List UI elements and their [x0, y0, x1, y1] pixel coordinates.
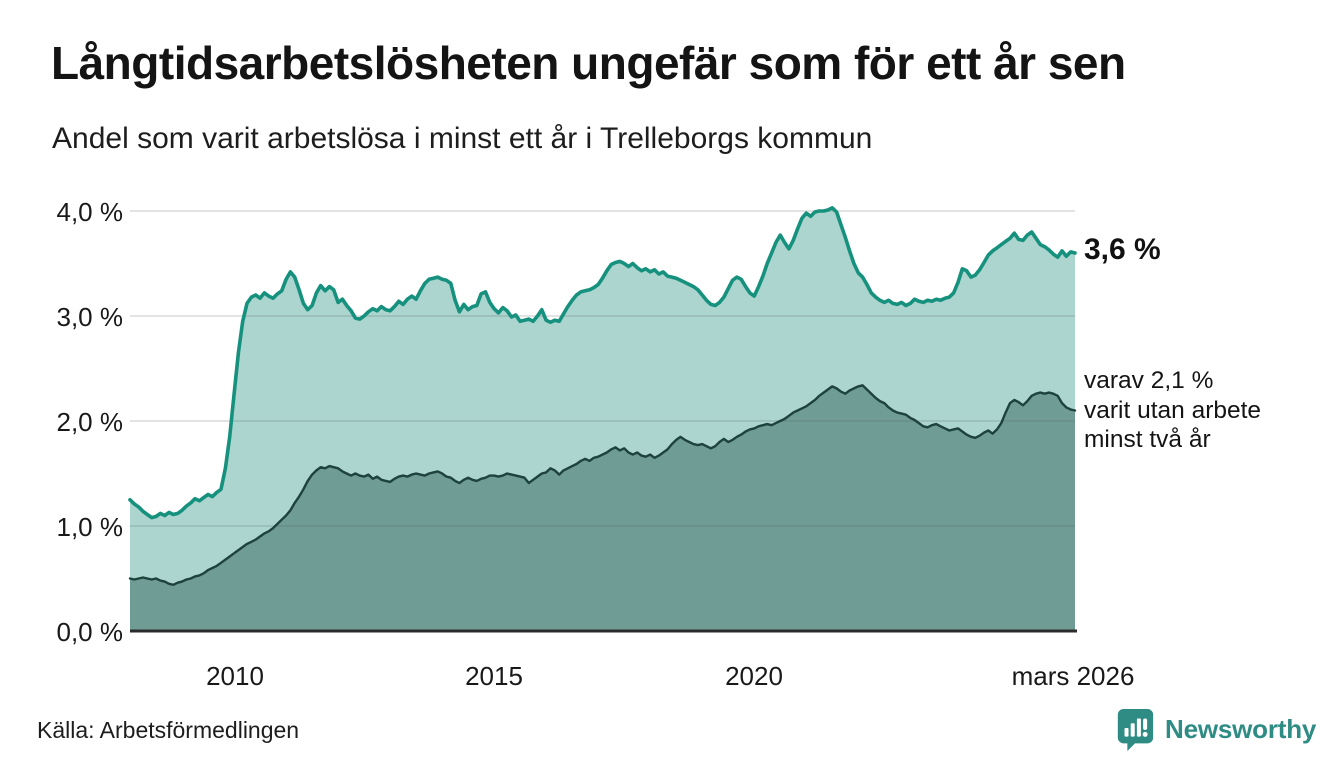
y-axis-tick-label: 3,0 %	[56, 302, 124, 332]
x-axis-tick-label: 2015	[465, 661, 523, 691]
line-series-one-year	[128, 206, 1077, 520]
newsworthy-logo: Newsworthy	[1114, 705, 1316, 753]
breakdown-annotation: varav 2,1 % varit utan arbete minst två …	[1084, 366, 1261, 455]
source-label: Källa: Arbetsförmedlingen	[37, 717, 300, 743]
chart-title: Långtidsarbetslösheten ungefär som för e…	[51, 37, 1126, 89]
newsworthy-brand-text: Newsworthy	[1165, 713, 1317, 744]
x-axis-tick-label: 2020	[725, 661, 783, 691]
y-axis-tick-label: 2,0 %	[56, 407, 124, 437]
x-axis-tick-label: mars 2026	[1011, 661, 1135, 691]
breakdown-annotation-line: varit utan arbete	[1084, 396, 1262, 424]
breakdown-annotation-line: varav 2,1 %	[1084, 367, 1214, 394]
area-series-two-year	[130, 385, 1075, 631]
y-axis-tick-label: 0,0 %	[56, 617, 124, 647]
y-axis-tick-label: 4,0 %	[56, 197, 124, 227]
breakdown-annotation-line: minst två år	[1084, 426, 1211, 453]
y-axis-tick-label: 1,0 %	[56, 512, 124, 542]
bar-chart-pin-icon	[1117, 708, 1154, 751]
line-series-two-year	[128, 384, 1077, 586]
latest-value-annotation: 3,6 %	[1084, 233, 1161, 266]
x-axis-tick-label: 2010	[206, 661, 264, 691]
chart-subtitle: Andel som varit arbetslösa i minst ett å…	[52, 122, 873, 155]
